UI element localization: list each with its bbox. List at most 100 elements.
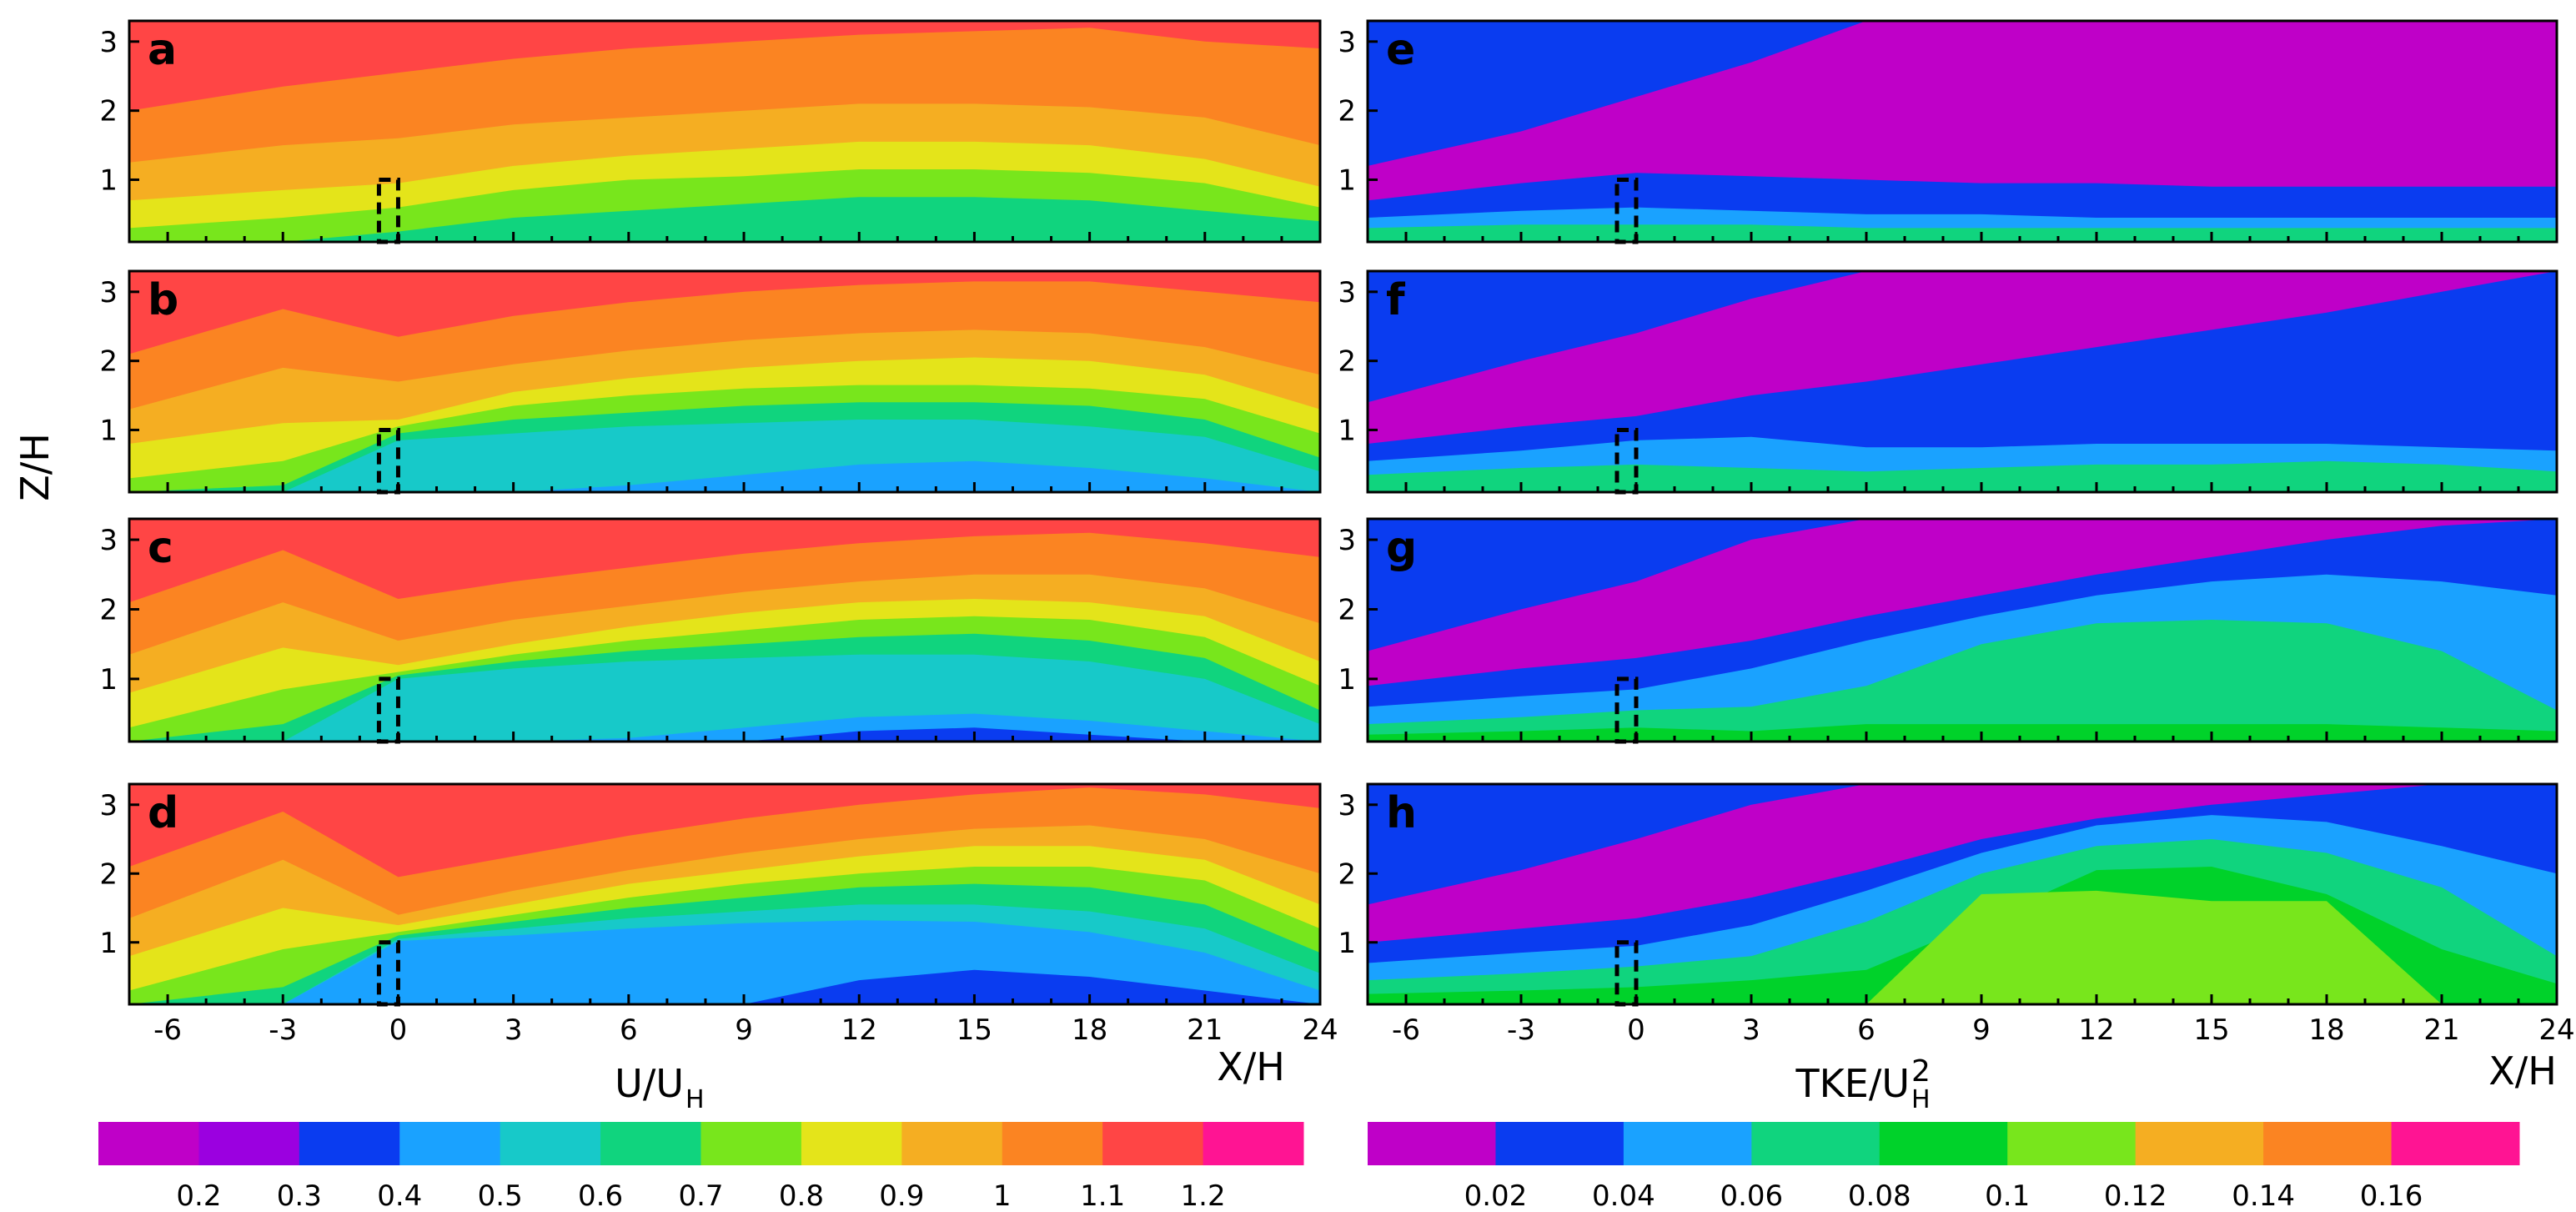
xtick-label-15: 15 xyxy=(2193,1013,2229,1047)
ytick-label-f-2: 2 xyxy=(1338,345,1356,379)
colorbar-swatch-1-5 xyxy=(2007,1122,2137,1165)
panel-g: g 1 2 3 xyxy=(1338,517,2558,744)
xtick-label-21: 21 xyxy=(1187,1013,1223,1047)
ytick-label-h-1: 1 xyxy=(1338,927,1356,960)
obstacle-outline-e xyxy=(1614,177,1639,244)
xtick-label-9: 9 xyxy=(1972,1013,1991,1047)
ytick-label-g-1: 1 xyxy=(1338,663,1356,697)
xtick-label-21: 21 xyxy=(2423,1013,2459,1047)
colorbar-swatch-0-6 xyxy=(700,1122,802,1165)
colorbar-tick-0-3: 0.5 xyxy=(478,1179,523,1212)
ytick-label-d-2: 2 xyxy=(99,857,118,891)
ytick-label-d-1: 1 xyxy=(99,927,118,960)
panel-letter-g: g xyxy=(1386,523,1417,573)
ytick-label-b-1: 1 xyxy=(99,414,118,447)
obstacle-outline-h xyxy=(1614,940,1639,1007)
xtick-label-9: 9 xyxy=(735,1013,753,1047)
ytick-label-e-3: 3 xyxy=(1338,26,1356,59)
colorbar-title-tke-sup: 2 xyxy=(1911,1054,1931,1089)
panel-frame-a xyxy=(128,19,1322,244)
panel-c: c 1 2 3 xyxy=(99,517,1322,744)
panel-frame-d xyxy=(128,782,1322,1006)
colorbar-1: 0.02 0.04 0.06 0.08 0.1 0.12 0.14 0.16 xyxy=(1368,1122,2520,1212)
contour-e-0.08 xyxy=(1368,224,2557,242)
colorbar-swatch-0-2 xyxy=(299,1122,400,1165)
panel-frame-f xyxy=(1366,269,2558,494)
xtick-label-24: 24 xyxy=(2538,1013,2574,1047)
colorbar-tick-1-4: 0.1 xyxy=(1985,1179,2030,1212)
colorbar-title-tke: TKE/U 2 H xyxy=(1795,1054,1931,1114)
panel-frame-e xyxy=(1366,19,2558,244)
ytick-label-a-3: 3 xyxy=(99,26,118,59)
colorbar-tick-0-1: 0.3 xyxy=(277,1179,322,1212)
colorbar-title-tke-sub: H xyxy=(1911,1085,1931,1114)
colorbar-tick-0-9: 1.1 xyxy=(1080,1179,1125,1212)
ytick-label-h-3: 3 xyxy=(1338,789,1356,822)
xtick-label-15: 15 xyxy=(957,1013,992,1047)
xtick-label-12: 12 xyxy=(2078,1013,2114,1047)
colorbar-swatch-1-7 xyxy=(2263,1122,2393,1165)
obstacle-outline-f xyxy=(1614,427,1639,495)
colorbar-tick-1-0: 0.02 xyxy=(1464,1179,1528,1212)
ytick-label-h-2: 2 xyxy=(1338,857,1356,891)
colorbar-title-velocity-main: U/U xyxy=(615,1061,684,1106)
colorbar-0: 0.2 0.3 0.4 0.5 0.6 0.7 0.8 0.9 1 1.1 1.2 xyxy=(98,1122,1304,1212)
obstacle-outline-d xyxy=(376,940,400,1007)
xtick-label-0: 0 xyxy=(1627,1013,1645,1047)
colorbar-tick-0-4: 0.6 xyxy=(578,1179,623,1212)
colorbar-swatch-1-4 xyxy=(1879,1122,2008,1165)
ytick-label-c-3: 3 xyxy=(99,524,118,557)
xtick-label-6: 6 xyxy=(620,1013,638,1047)
xtick-label-24: 24 xyxy=(1302,1013,1338,1047)
colorbar-tick-0-7: 0.9 xyxy=(879,1179,924,1212)
colorbar-group: 0.2 0.3 0.4 0.5 0.6 0.7 0.8 0.9 1 1.1 1.2 0.02 0.04 0… xyxy=(98,1122,2520,1212)
panel-letter-c: c xyxy=(148,523,173,573)
xtick-label--6: -6 xyxy=(153,1013,182,1047)
panel-a: a 1 2 3 xyxy=(99,19,1322,244)
xtick-label-12: 12 xyxy=(841,1013,877,1047)
ytick-label-e-1: 1 xyxy=(1338,163,1356,197)
colorbar-tick-0-8: 1 xyxy=(993,1179,1012,1212)
ytick-label-b-3: 3 xyxy=(99,276,118,309)
colorbar-swatch-1-3 xyxy=(1751,1122,1881,1165)
colorbar-swatch-1-0 xyxy=(1368,1122,1496,1165)
ytick-label-e-2: 2 xyxy=(1338,95,1356,128)
panel-e: e 1 2 3 xyxy=(1338,19,2558,244)
colorbar-tick-0-10: 1.2 xyxy=(1181,1179,1226,1212)
colorbar-tick-1-1: 0.04 xyxy=(1592,1179,1655,1212)
panel-letter-d: d xyxy=(148,788,178,838)
colorbar-swatch-1-6 xyxy=(2135,1122,2264,1165)
panel-letter-a: a xyxy=(148,25,177,75)
ytick-label-f-3: 3 xyxy=(1338,276,1356,309)
ytick-label-c-1: 1 xyxy=(99,663,118,697)
colorbar-swatch-0-8 xyxy=(901,1122,1003,1165)
contour-h-0.12 xyxy=(1368,890,2557,1004)
colorbar-tick-1-6: 0.14 xyxy=(2232,1179,2295,1212)
colorbar-tick-0-2: 0.4 xyxy=(377,1179,422,1212)
contour-g-0.08 xyxy=(1368,620,2557,742)
colorbar-swatch-0-3 xyxy=(399,1122,501,1165)
colorbar-swatch-0-11 xyxy=(1203,1122,1304,1165)
contour-b-0.5 xyxy=(129,460,1320,492)
ytick-label-g-2: 2 xyxy=(1338,593,1356,626)
ytick-label-c-2: 2 xyxy=(99,593,118,626)
ytick-label-g-3: 3 xyxy=(1338,524,1356,557)
panel-frame-g xyxy=(1366,517,2558,743)
colorbar-swatch-1-2 xyxy=(1623,1122,1752,1165)
panel-frame-c xyxy=(128,517,1322,743)
panel-letter-b: b xyxy=(148,275,178,325)
ytick-label-d-3: 3 xyxy=(99,789,118,822)
contour-c-0.4 xyxy=(129,727,1320,742)
colorbar-swatch-0-1 xyxy=(198,1122,300,1165)
colorbar-swatch-0-7 xyxy=(801,1122,902,1165)
colorbar-swatch-1-1 xyxy=(1495,1122,1624,1165)
colorbar-tick-0-0: 0.2 xyxy=(176,1179,221,1212)
ytick-label-a-2: 2 xyxy=(99,95,118,128)
colorbar-title-velocity-sub: H xyxy=(685,1085,705,1114)
ytick-label-a-1: 1 xyxy=(99,163,118,197)
colorbar-tick-1-2: 0.06 xyxy=(1720,1179,1783,1212)
contour-f-0.08 xyxy=(1368,460,2557,492)
